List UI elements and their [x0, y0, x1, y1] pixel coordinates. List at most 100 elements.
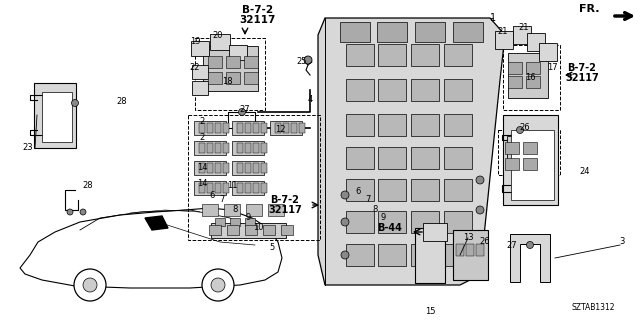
Bar	[209, 225, 221, 235]
Bar	[244, 56, 258, 68]
Text: 7: 7	[365, 196, 371, 204]
Text: 6: 6	[355, 188, 361, 196]
Bar	[452, 230, 488, 280]
Bar	[245, 143, 251, 153]
Text: 8: 8	[232, 205, 237, 214]
Text: B-44: B-44	[378, 223, 403, 233]
Bar	[444, 179, 472, 201]
Text: 14: 14	[196, 164, 207, 172]
Bar	[215, 218, 225, 226]
Bar	[207, 123, 213, 133]
Text: 17: 17	[547, 63, 557, 73]
Bar	[411, 211, 439, 233]
Bar	[245, 183, 251, 193]
Bar	[224, 204, 240, 216]
Text: 28: 28	[83, 180, 93, 189]
Bar	[237, 183, 243, 193]
Bar	[232, 161, 264, 175]
Text: 12: 12	[275, 125, 285, 134]
Bar	[444, 44, 472, 66]
Text: 3: 3	[620, 237, 625, 246]
Bar	[411, 244, 439, 266]
Bar	[346, 79, 374, 101]
Bar	[215, 163, 221, 173]
Bar	[502, 115, 557, 205]
Bar	[378, 244, 406, 266]
Text: 26: 26	[480, 237, 490, 246]
Text: 2: 2	[200, 133, 205, 142]
Bar	[346, 147, 374, 169]
Bar	[237, 163, 243, 173]
Bar	[526, 62, 540, 74]
Bar	[246, 204, 262, 216]
Bar	[411, 147, 439, 169]
Text: 16: 16	[525, 74, 535, 83]
Bar	[281, 225, 293, 235]
Polygon shape	[145, 216, 168, 230]
Text: 22: 22	[189, 63, 200, 73]
Text: 27: 27	[240, 106, 250, 115]
Text: 32117: 32117	[240, 15, 276, 25]
Bar	[508, 62, 522, 74]
Text: 19: 19	[189, 37, 200, 46]
Bar	[511, 130, 554, 200]
Bar	[513, 26, 531, 44]
Text: 11: 11	[227, 180, 237, 189]
Bar	[503, 45, 560, 110]
Bar	[444, 211, 472, 233]
Bar	[253, 123, 259, 133]
Bar	[291, 123, 297, 133]
Circle shape	[83, 278, 97, 292]
Bar	[245, 225, 257, 235]
Circle shape	[80, 209, 86, 215]
Circle shape	[67, 209, 73, 215]
Circle shape	[211, 278, 225, 292]
Circle shape	[516, 126, 524, 133]
Bar	[270, 121, 302, 135]
Bar	[523, 142, 537, 154]
Bar	[207, 163, 213, 173]
Text: 4: 4	[307, 95, 312, 105]
Text: 14: 14	[196, 179, 207, 188]
Bar	[505, 142, 519, 154]
Bar	[188, 115, 320, 240]
Bar	[199, 183, 205, 193]
Bar	[283, 123, 289, 133]
Bar	[232, 141, 264, 155]
Text: FR.: FR.	[579, 4, 600, 14]
Bar	[346, 44, 374, 66]
Bar	[232, 181, 264, 195]
Bar	[299, 123, 305, 133]
Polygon shape	[510, 234, 550, 282]
Bar	[263, 225, 275, 235]
Text: 32117: 32117	[565, 73, 599, 83]
Bar	[508, 52, 548, 98]
Bar	[215, 183, 221, 193]
Text: 18: 18	[221, 77, 232, 86]
Bar	[245, 123, 251, 133]
Text: 21: 21	[498, 28, 508, 36]
Bar	[466, 244, 474, 256]
Bar	[423, 223, 447, 241]
Bar	[223, 143, 229, 153]
Bar	[207, 183, 213, 193]
Bar	[226, 72, 240, 84]
Bar	[377, 22, 407, 42]
Circle shape	[239, 108, 246, 116]
Bar	[411, 44, 439, 66]
Bar	[253, 143, 259, 153]
Bar	[456, 244, 464, 256]
Text: 25: 25	[297, 58, 307, 67]
Bar	[415, 228, 445, 283]
Bar	[215, 143, 221, 153]
Bar	[261, 183, 267, 193]
Bar	[211, 222, 285, 237]
Circle shape	[74, 269, 106, 301]
Bar	[444, 114, 472, 136]
Bar	[526, 76, 540, 88]
Bar	[207, 143, 213, 153]
Bar	[346, 211, 374, 233]
Bar	[208, 56, 222, 68]
Bar	[346, 179, 374, 201]
Bar	[346, 114, 374, 136]
